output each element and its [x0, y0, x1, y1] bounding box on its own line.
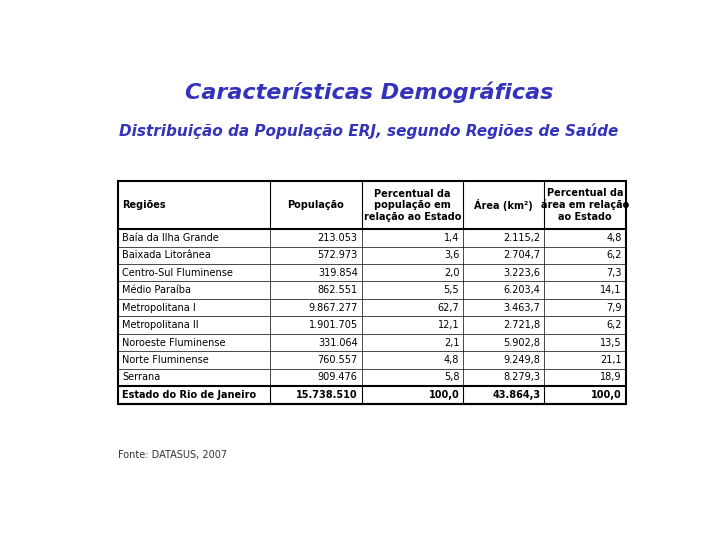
Text: População: População — [287, 200, 344, 210]
Text: Características Demográficas: Características Demográficas — [185, 82, 553, 103]
Text: Metropolitana I: Metropolitana I — [122, 302, 196, 313]
Text: 2,0: 2,0 — [444, 268, 459, 278]
Text: Estado do Rio de Janeiro: Estado do Rio de Janeiro — [122, 390, 256, 400]
Bar — [118, 386, 626, 404]
Text: 15.738.510: 15.738.510 — [296, 390, 358, 400]
Text: 862.551: 862.551 — [318, 285, 358, 295]
Text: 21,1: 21,1 — [600, 355, 622, 365]
Text: Centro-Sul Fluminense: Centro-Sul Fluminense — [122, 268, 233, 278]
Text: 6,2: 6,2 — [606, 250, 622, 260]
Text: Norte Fluminense: Norte Fluminense — [122, 355, 209, 365]
Text: 909.476: 909.476 — [318, 373, 358, 382]
Text: 9.867.277: 9.867.277 — [308, 302, 358, 313]
Text: 14,1: 14,1 — [600, 285, 622, 295]
Bar — [118, 352, 626, 369]
Text: 5,5: 5,5 — [444, 285, 459, 295]
Bar — [118, 264, 626, 281]
Text: 2.115,2: 2.115,2 — [503, 233, 541, 243]
Text: 760.557: 760.557 — [318, 355, 358, 365]
Text: Distribuição da População ERJ, segundo Regiões de Saúde: Distribuição da População ERJ, segundo R… — [120, 123, 618, 139]
Text: 1.901.705: 1.901.705 — [309, 320, 358, 330]
Bar — [118, 299, 626, 316]
Text: 43.864,3: 43.864,3 — [492, 390, 541, 400]
Text: Percentual da
área em relação
ao Estado: Percentual da área em relação ao Estado — [541, 188, 629, 222]
Text: 4,8: 4,8 — [444, 355, 459, 365]
Text: 5.902,8: 5.902,8 — [503, 338, 541, 348]
Bar — [118, 369, 626, 386]
Text: 6,2: 6,2 — [606, 320, 622, 330]
Text: 2.721,8: 2.721,8 — [503, 320, 541, 330]
Text: 6.203,4: 6.203,4 — [504, 285, 541, 295]
Text: Noroeste Fluminense: Noroeste Fluminense — [122, 338, 226, 348]
Text: 1,4: 1,4 — [444, 233, 459, 243]
Text: 7,3: 7,3 — [606, 268, 622, 278]
Text: Percentual da
população em
relação ao Estado: Percentual da população em relação ao Es… — [364, 188, 461, 222]
Text: 13,5: 13,5 — [600, 338, 622, 348]
Bar — [118, 229, 626, 246]
Text: 5,8: 5,8 — [444, 373, 459, 382]
Text: 12,1: 12,1 — [438, 320, 459, 330]
Bar — [118, 316, 626, 334]
Text: 100,0: 100,0 — [591, 390, 622, 400]
Text: 319.854: 319.854 — [318, 268, 358, 278]
Text: 572.973: 572.973 — [318, 250, 358, 260]
Text: 62,7: 62,7 — [438, 302, 459, 313]
Text: Médio Paraíba: Médio Paraíba — [122, 285, 192, 295]
Text: 213.053: 213.053 — [318, 233, 358, 243]
Text: 9.249,8: 9.249,8 — [504, 355, 541, 365]
Text: Metropolitana II: Metropolitana II — [122, 320, 199, 330]
Text: Fonte: DATASUS, 2007: Fonte: DATASUS, 2007 — [118, 450, 227, 460]
Bar — [118, 334, 626, 352]
Text: 100,0: 100,0 — [428, 390, 459, 400]
Text: 18,9: 18,9 — [600, 373, 622, 382]
Text: 8.279,3: 8.279,3 — [503, 373, 541, 382]
Text: 3.223,6: 3.223,6 — [503, 268, 541, 278]
Text: 3.463,7: 3.463,7 — [504, 302, 541, 313]
Text: 3,6: 3,6 — [444, 250, 459, 260]
Bar — [118, 246, 626, 264]
Text: Regiões: Regiões — [122, 200, 166, 210]
Text: Baixada Litorânea: Baixada Litorânea — [122, 250, 211, 260]
Text: Baía da Ilha Grande: Baía da Ilha Grande — [122, 233, 219, 243]
Text: 331.064: 331.064 — [318, 338, 358, 348]
Text: 2,1: 2,1 — [444, 338, 459, 348]
Text: Área (km²): Área (km²) — [474, 199, 534, 211]
Text: 4,8: 4,8 — [606, 233, 622, 243]
Bar — [118, 281, 626, 299]
Text: 2.704,7: 2.704,7 — [503, 250, 541, 260]
Text: 7,9: 7,9 — [606, 302, 622, 313]
Text: Serrana: Serrana — [122, 373, 161, 382]
